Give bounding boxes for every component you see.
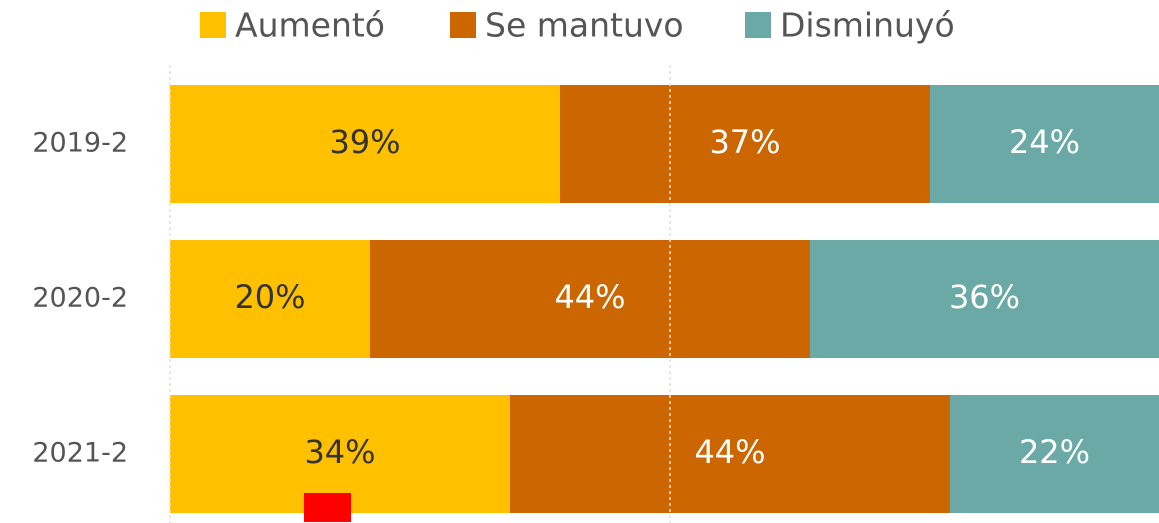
data-label: 24% [1009, 123, 1080, 161]
bar-segment [930, 85, 1159, 203]
bar-segment [370, 240, 810, 358]
y-tick-label: 2019-2 [32, 128, 128, 159]
data-label: 39% [329, 123, 400, 161]
data-label: 36% [949, 278, 1020, 316]
bar-segment [560, 85, 930, 203]
bar-segment [170, 85, 560, 203]
bar-segment [510, 395, 950, 513]
marker [304, 493, 351, 522]
data-label: 37% [709, 123, 780, 161]
legend-label: Disminuyó [780, 6, 955, 45]
data-label: 20% [234, 278, 305, 316]
data-label: 44% [694, 433, 765, 471]
data-label: 22% [1019, 433, 1090, 471]
bar-segment [170, 240, 370, 358]
legend-label: Aumentó [235, 6, 385, 45]
legend-swatch [200, 12, 226, 38]
bar-segment [950, 395, 1159, 513]
legend-label: Se mantuvo [485, 6, 684, 45]
y-tick-label: 2021-2 [32, 438, 128, 469]
data-label: 44% [554, 278, 625, 316]
data-label: 34% [304, 433, 375, 471]
bar-segment [810, 240, 1159, 358]
legend-swatch [745, 12, 771, 38]
legend-swatch [450, 12, 476, 38]
y-tick-label: 2020-2 [32, 283, 128, 314]
